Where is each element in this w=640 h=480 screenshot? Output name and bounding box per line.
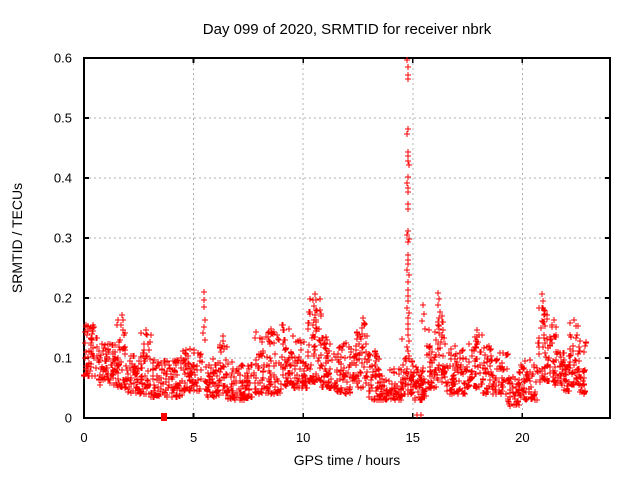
y-tick-label: 0.3: [54, 231, 72, 246]
y-tick-label: 0.2: [54, 291, 72, 306]
y-tick-label: 0: [65, 411, 72, 426]
y-tick-label: 0.6: [54, 51, 72, 66]
x-tick-label: 10: [296, 430, 310, 445]
data-points: [81, 57, 589, 421]
grid-lines: [84, 58, 610, 418]
plot-area: [84, 58, 610, 418]
x-axis-label: GPS time / hours: [294, 452, 401, 468]
chart-title: Day 099 of 2020, SRMTID for receiver nbr…: [203, 21, 492, 38]
x-tick-label: 0: [80, 430, 87, 445]
x-tick-label: 20: [515, 430, 529, 445]
square-marker: [161, 413, 167, 421]
y-tick-label: 0.1: [54, 351, 72, 366]
x-tick-label: 5: [190, 430, 197, 445]
y-tick-label: 0.4: [54, 171, 72, 186]
y-axis-label: SRMTID / TECUs: [9, 183, 25, 293]
tick-labels: 0 5 10 15 20 0 0.1 0.2 0.3 0.4 0.5 0.6: [54, 51, 530, 446]
y-tick-label: 0.5: [54, 111, 72, 126]
x-tick-label: 15: [406, 430, 420, 445]
scatter-plus-markers: [81, 57, 589, 418]
